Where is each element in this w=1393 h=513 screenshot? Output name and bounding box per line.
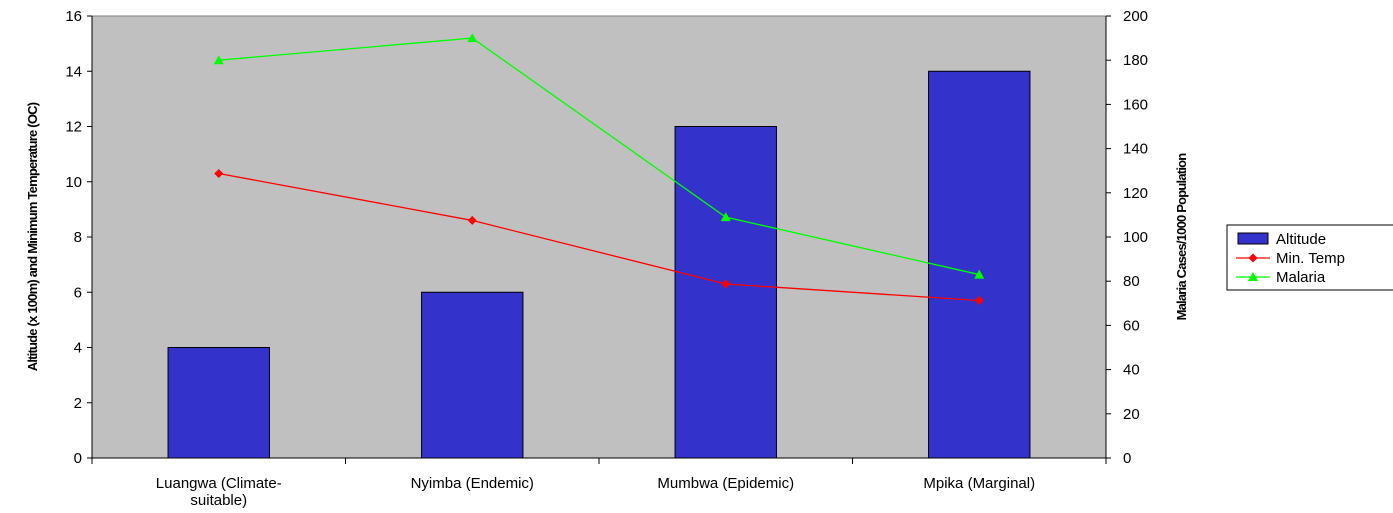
y2-tick-label: 80: [1123, 273, 1140, 290]
x-tick-label: Mumbwa (Epidemic): [657, 475, 794, 492]
line-malaria: [218, 37, 980, 276]
legend-marker-malaria: [1248, 272, 1258, 281]
y-tick-label: 4: [74, 340, 82, 357]
y2-tick-label: 160: [1123, 96, 1148, 113]
y-tick-label: 12: [65, 119, 82, 136]
y2-tick-label: 40: [1123, 362, 1140, 379]
marker-min-temp: [721, 279, 731, 289]
marker-malaria: [467, 33, 478, 43]
y-tick-label: 10: [65, 174, 82, 191]
y-axis-title: Altitude (x 100m) and Minimum Temperatur…: [25, 102, 40, 371]
y-tick-label: 16: [65, 8, 82, 25]
line-min-temp: [218, 172, 980, 302]
y-tick-label: 8: [74, 229, 82, 246]
legend: Altitude Min. Temp Malaria: [1226, 224, 1393, 291]
legend-label-malaria: Malaria: [1276, 269, 1326, 286]
bar-altitude: [167, 347, 270, 459]
x-tick-label: Luangwa (Climate-suitable): [156, 475, 282, 509]
bar-altitude: [928, 70, 1031, 459]
legend-marker-min-temp: [1248, 253, 1258, 263]
y-tick-label: 0: [74, 450, 82, 467]
y2-tick-label: 60: [1123, 317, 1140, 334]
y2-tick-label: 140: [1123, 141, 1148, 158]
legend-swatch-altitude: [1237, 232, 1269, 245]
y2-tick-label: 120: [1123, 185, 1148, 202]
x-tick-label: Nyimba (Endemic): [411, 475, 534, 492]
y2-axis-title: Malaria Cases/1000 Population: [1174, 153, 1189, 321]
marker-malaria: [720, 212, 731, 222]
x-tick-label: Mpika (Marginal): [923, 475, 1035, 492]
marker-min-temp: [467, 215, 477, 225]
y2-tick-label: 180: [1123, 52, 1148, 69]
marker-min-temp: [974, 296, 984, 306]
marker-malaria: [974, 269, 985, 279]
legend-label-altitude: Altitude: [1276, 231, 1326, 248]
bar-altitude: [421, 291, 524, 459]
legend-label-min-temp: Min. Temp: [1276, 250, 1345, 267]
y-tick-label: 14: [65, 63, 82, 80]
y2-tick-label: 200: [1123, 8, 1148, 25]
marker-malaria: [213, 55, 224, 65]
y-tick-label: 6: [74, 284, 82, 301]
y-tick-label: 2: [74, 395, 82, 412]
marker-min-temp: [214, 168, 224, 178]
y2-tick-label: 100: [1123, 229, 1148, 246]
y2-tick-label: 0: [1123, 450, 1131, 467]
y2-tick-label: 20: [1123, 406, 1140, 423]
bar-altitude: [674, 126, 777, 459]
